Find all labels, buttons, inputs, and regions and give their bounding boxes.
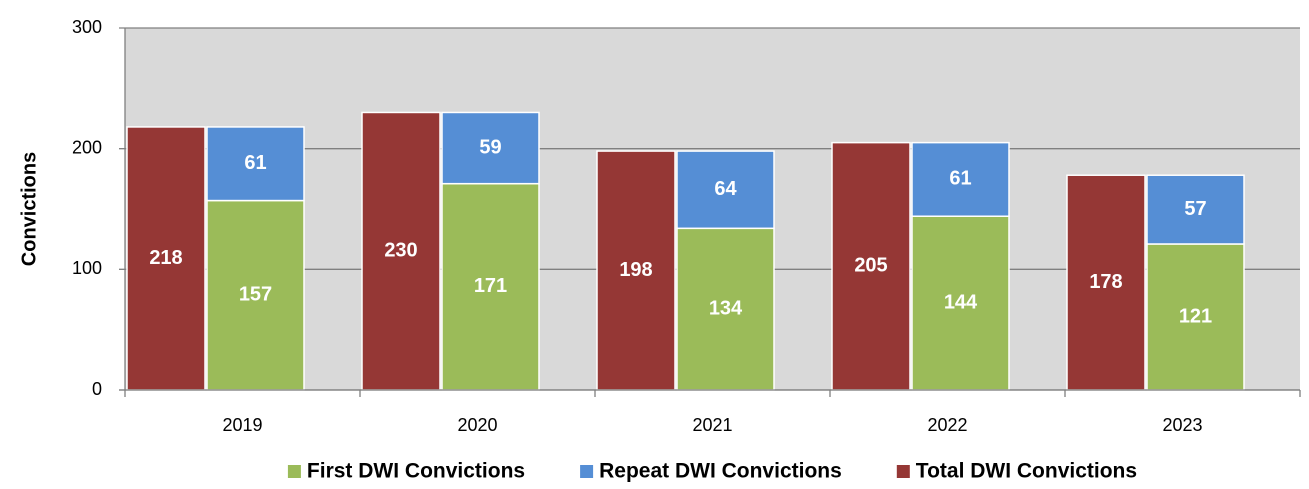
value-label: 178 — [1089, 271, 1122, 293]
legend-label: Total DWI Convictions — [916, 460, 1137, 483]
value-label: 230 — [384, 240, 417, 262]
legend-label: First DWI Convictions — [307, 460, 525, 483]
bar — [441, 182, 540, 391]
x-tick-label: 2019 — [222, 415, 262, 435]
legend-swatch — [580, 465, 594, 478]
bar — [676, 227, 775, 391]
value-label: 218 — [149, 247, 182, 269]
value-label: 61 — [244, 152, 266, 174]
y-tick-label: 300 — [72, 17, 102, 37]
x-tick-label: 2022 — [927, 415, 967, 435]
x-tick-label: 2021 — [692, 415, 732, 435]
legend-label: Repeat DWI Convictions — [599, 460, 842, 483]
value-label: 59 — [479, 136, 501, 158]
value-label: 134 — [709, 297, 743, 319]
legend-swatch — [896, 465, 910, 478]
y-axis-label: Convictions — [18, 152, 40, 266]
y-tick-label: 100 — [72, 258, 102, 278]
legend-swatch — [287, 465, 301, 478]
value-label: 64 — [714, 178, 737, 200]
bar — [831, 141, 911, 391]
value-label: 144 — [944, 291, 978, 313]
value-label: 61 — [949, 168, 971, 190]
bar — [1066, 174, 1146, 391]
value-label: 198 — [619, 259, 652, 281]
value-label: 205 — [854, 255, 887, 277]
bar — [126, 126, 206, 391]
bar — [911, 215, 1010, 391]
value-label: 157 — [239, 284, 272, 306]
x-tick-label: 2023 — [1162, 415, 1202, 435]
y-tick-label: 0 — [92, 379, 102, 399]
bar — [206, 199, 305, 391]
bar — [206, 126, 305, 202]
bar — [1146, 174, 1245, 245]
value-label: 171 — [474, 275, 507, 297]
value-label: 57 — [1184, 198, 1206, 220]
y-tick-label: 200 — [72, 137, 102, 157]
bar — [676, 150, 775, 230]
bar — [911, 141, 1010, 217]
bar — [596, 150, 676, 391]
x-tick-label: 2020 — [457, 415, 497, 435]
bar — [441, 111, 540, 185]
value-label: 121 — [1179, 305, 1212, 327]
bar — [361, 111, 441, 391]
